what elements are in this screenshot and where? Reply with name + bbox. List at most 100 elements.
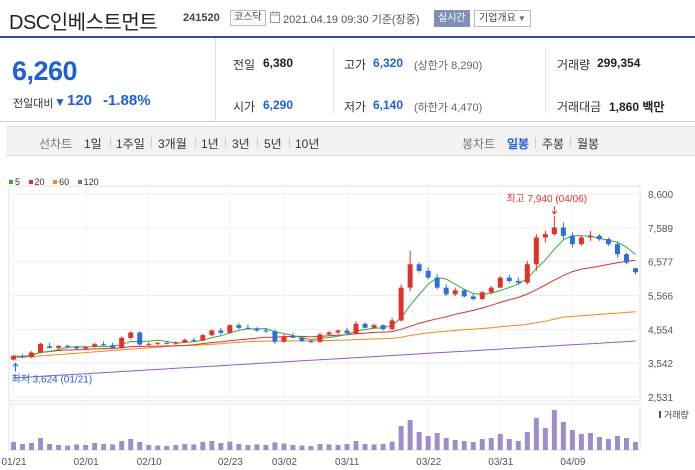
candle-body	[146, 343, 152, 345]
y-tick-label: 5,566	[648, 291, 673, 302]
volume-bar	[398, 426, 404, 450]
candle-body	[605, 239, 611, 245]
tab-1year[interactable]: 1년	[201, 137, 219, 151]
candle-body	[443, 287, 449, 295]
max-arrow-icon	[551, 206, 558, 215]
volume-bar	[146, 445, 152, 450]
legend-label: 120	[83, 177, 99, 187]
volume-bar	[281, 443, 287, 450]
volume-bar	[47, 444, 53, 450]
candle-body	[29, 352, 35, 358]
legend-item-ma5: 5	[9, 177, 20, 187]
high-label: 고가	[344, 58, 367, 72]
tab-5year[interactable]: 5년	[264, 137, 282, 151]
candle-body	[533, 237, 539, 265]
tab-3year[interactable]: 3년	[232, 137, 250, 151]
volume-bar	[218, 443, 224, 450]
x-tick-label: 02/01	[74, 457, 99, 468]
candle-body	[308, 341, 314, 343]
candle-body	[47, 346, 53, 348]
candle-body	[425, 270, 431, 278]
candle-body	[497, 277, 503, 288]
legend-item-ma20: 20	[28, 177, 45, 187]
plot-frame	[8, 185, 641, 402]
candle-body	[20, 355, 26, 358]
volume-bar	[551, 410, 557, 450]
candle-body	[137, 332, 143, 345]
candle-body	[182, 339, 188, 343]
upper-limit: (상한가 8,290)	[414, 60, 483, 72]
tab-3month[interactable]: 3개월	[158, 137, 187, 151]
ma120-line	[13, 340, 636, 379]
candle-body	[596, 235, 602, 240]
ma60-line	[13, 311, 636, 359]
tab-10year[interactable]: 10년	[295, 137, 320, 151]
volume-bar	[263, 445, 269, 450]
volume-bar	[506, 439, 512, 450]
legend-label: 60	[59, 177, 70, 187]
candle-body	[524, 264, 530, 283]
volume-bar	[479, 439, 485, 450]
x-tick-label: 04/09	[560, 457, 585, 468]
realtime-button[interactable]: 실시간	[434, 10, 470, 27]
candle-body	[317, 334, 323, 342]
volume-bar	[191, 444, 197, 450]
volume-bar	[389, 441, 395, 450]
volume-bar	[227, 441, 233, 450]
candle-body	[272, 331, 278, 342]
tab-1day[interactable]: 1일	[84, 137, 102, 151]
volume-value: 299,354	[597, 56, 641, 70]
candle-body	[119, 337, 125, 348]
candle-body	[326, 332, 332, 335]
volume-bar	[155, 445, 161, 450]
volume-bar	[92, 443, 98, 450]
open-value: 6,290	[263, 98, 294, 112]
tab-weekly[interactable]: 주봉	[542, 137, 565, 151]
candle-body	[281, 336, 287, 342]
prev-close-value: 6,380	[263, 56, 294, 70]
volume-bar	[83, 445, 89, 450]
candle-chart-label: 봉차트	[462, 137, 496, 151]
volume-bar	[443, 438, 449, 450]
candle-body	[353, 323, 359, 334]
min-arrow-icon	[12, 362, 19, 372]
volume-bar	[596, 437, 602, 450]
volume-bar	[614, 436, 620, 450]
candle-body	[209, 330, 215, 336]
volume-bar	[74, 444, 80, 450]
candle-body	[470, 296, 476, 300]
company-overview-dropdown[interactable]: 기업개요 ▼	[474, 10, 531, 27]
candle-body	[200, 335, 206, 341]
volume-label: 거래량	[664, 409, 689, 420]
volume-bar	[344, 444, 350, 450]
candle-body	[371, 325, 377, 328]
lower-limit: (하한가 4,470)	[414, 102, 483, 114]
volume-frame	[8, 403, 641, 451]
current-price: 6,260	[12, 56, 78, 86]
candle-body	[173, 342, 179, 344]
x-tick-label: 02/10	[137, 457, 162, 468]
volume-bar	[101, 444, 107, 450]
candle-body	[218, 330, 224, 333]
tab-monthly[interactable]: 월봉	[577, 137, 600, 151]
candle-body	[461, 290, 467, 297]
volume-bar	[317, 444, 323, 450]
candle-body	[74, 346, 80, 349]
candle-body	[65, 345, 71, 347]
y-tick-label: 6,577	[648, 258, 673, 269]
candle-body	[398, 287, 404, 321]
x-tick-label: 03/22	[416, 457, 441, 468]
tab-divider	[289, 137, 290, 148]
candle-body	[227, 325, 233, 333]
tab-1week[interactable]: 1주일	[116, 137, 145, 151]
divider	[545, 46, 546, 114]
volume-bar	[110, 444, 116, 450]
price-chart[interactable]: 5 20 60 120 8,600 7,589 6,577 5,566 4,554 3,5…	[0, 172, 695, 470]
company-overview-label: 기업개요	[479, 13, 516, 24]
ma5-line	[13, 235, 636, 358]
x-tick-label: 01/21	[2, 457, 27, 468]
volume-bar	[308, 446, 314, 450]
candle-body	[83, 346, 89, 349]
tab-daily[interactable]: 일봉	[507, 137, 530, 151]
candle-body	[362, 323, 368, 328]
